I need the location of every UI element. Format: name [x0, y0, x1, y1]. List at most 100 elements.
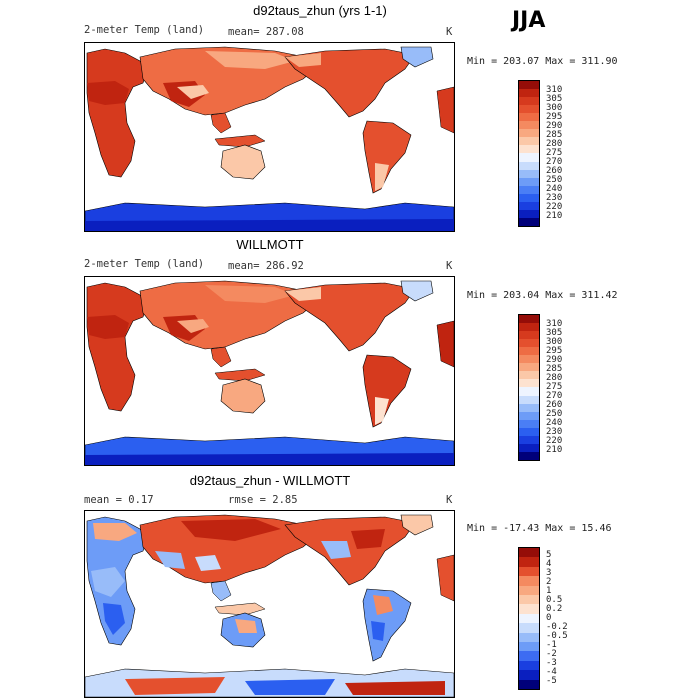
colorbar-swatch: [519, 443, 539, 452]
panel3-land-antarctica-cool: [245, 679, 335, 695]
panel2-units: K: [446, 260, 453, 272]
colorbar-swatch: [519, 113, 539, 122]
panel3-land-indonesia: [214, 602, 266, 616]
panel2-land-south-america: [362, 354, 412, 428]
panel3-land-north-america-cool: [321, 541, 351, 559]
panel2-cb-label: 305: [546, 328, 563, 338]
panel1-map: [84, 42, 455, 232]
colorbar-swatch: [519, 153, 539, 162]
colorbar-swatch: [519, 604, 539, 614]
panel1-land-antarctica-interior: [85, 219, 454, 231]
panel3-colorbar-labels: 5 4 3 2 1 0.5 0.2 0 -0.2 -0.5 -1 -2 -3 -…: [546, 547, 596, 690]
panel2-cb-label: 270: [546, 391, 563, 401]
panel2-cb-label: 240: [546, 418, 563, 428]
panel3-cb-label: 4: [546, 559, 552, 569]
panel2-land-indonesia: [214, 368, 266, 382]
panel3-units: K: [446, 494, 453, 506]
colorbar-swatch: [519, 105, 539, 114]
colorbar-swatch: [519, 660, 539, 671]
colorbar-swatch: [519, 387, 539, 396]
panel3-cb-label: -5: [546, 676, 557, 686]
panel3-cb-label: 0.2: [546, 604, 563, 614]
panel1-land-australia: [220, 144, 266, 180]
colorbar-swatch: [519, 557, 539, 567]
colorbar-swatch: [519, 651, 539, 661]
colorbar-swatch: [519, 97, 539, 106]
colorbar-swatch: [519, 355, 539, 364]
panel1-map-plot: [85, 46, 454, 231]
panel3-cb-label: -2: [546, 649, 557, 659]
panel1-land-europe-east-edge: [436, 86, 454, 134]
colorbar-swatch: [519, 201, 539, 210]
panel3-land-seasia: [210, 580, 232, 602]
panel3-land-africa-patch-a: [91, 567, 125, 597]
panel2-cb-label: 290: [546, 355, 563, 365]
colorbar-swatch: [519, 129, 539, 138]
panel2-land-europe-east-edge: [436, 320, 454, 368]
colorbar-swatch: [519, 121, 539, 130]
colorbar-swatch: [519, 209, 539, 218]
colorbar-swatch: [519, 670, 539, 680]
panel1-colorbar-labels: 310 305 300 295 290 285 280 275 270 260 …: [546, 80, 586, 227]
panel2-land-alaska: [285, 287, 321, 301]
panel3-land-antarctica-warm-b: [345, 681, 445, 695]
panel1-cb-label: 285: [546, 130, 563, 140]
panel2-cb-label: 260: [546, 400, 563, 410]
colorbar-swatch: [519, 585, 539, 595]
panel3-land-greenland: [400, 514, 434, 536]
colorbar-swatch: [519, 169, 539, 178]
colorbar-swatch: [519, 547, 539, 558]
panel3-land-north-america: [284, 516, 416, 586]
colorbar-swatch: [519, 80, 539, 89]
panel2-land-australia: [220, 378, 266, 414]
panel3-cb-label: -0.2: [546, 622, 568, 632]
panel3-land-north-america-hot: [351, 529, 385, 549]
panel2-land-greenland: [400, 280, 434, 302]
colorbar-swatch: [519, 641, 539, 652]
panel3-map: [84, 510, 455, 698]
panel2-map-plot: [85, 280, 454, 465]
panel3-map-plot: [85, 514, 454, 697]
panel2-cb-label: 210: [546, 445, 563, 455]
panel2-land-siberia: [205, 285, 295, 303]
panel3-land-australia-patch: [235, 619, 257, 633]
panel3-cb-label: 2: [546, 577, 552, 587]
colorbar-swatch: [519, 331, 539, 340]
colorbar-swatch: [519, 623, 539, 633]
panel3-cb-label: -4: [546, 667, 557, 677]
panel1-land-europe-africa: [86, 48, 148, 178]
panel1-cb-label: 275: [546, 148, 563, 158]
colorbar-swatch: [519, 435, 539, 444]
colorbar-swatch: [519, 427, 539, 436]
panel3-cb-label: 1: [546, 586, 552, 596]
panel1-cb-label: 250: [546, 175, 563, 185]
panel1-cb-label: 305: [546, 94, 563, 104]
panel1-cb-label: 230: [546, 193, 563, 203]
panel3-land-antarctica-warm: [125, 677, 225, 695]
colorbar-swatch: [519, 177, 539, 186]
colorbar-swatch: [519, 371, 539, 380]
panel3-cb-label: -1: [546, 640, 557, 650]
panel1-land-tibet: [177, 85, 209, 99]
panel3-land-asia-cool: [155, 551, 185, 569]
panel3-cb-label: 0.5: [546, 595, 563, 605]
colorbar-swatch: [519, 339, 539, 348]
panel3-rmse: rmse = 2.85: [228, 494, 298, 506]
colorbar-swatch: [519, 411, 539, 420]
panel1-title: d92taus_zhun (yrs 1-1): [253, 3, 387, 18]
colorbar-swatch: [519, 193, 539, 202]
colorbar-swatch: [519, 363, 539, 372]
panel1-land-siberia: [205, 51, 295, 69]
panel2-cb-label: 250: [546, 409, 563, 419]
panel3-land-europe-warm: [93, 523, 137, 541]
panel2-mean: mean= 286.92: [228, 260, 304, 272]
panel3-land-africa-patch-b: [103, 603, 125, 635]
panel2-cb-label: 280: [546, 373, 563, 383]
panel1-cb-label: 295: [546, 112, 563, 122]
colorbar-swatch: [519, 403, 539, 412]
panel1-cb-label: 300: [546, 103, 563, 113]
panel2-minmax: Min = 203.04 Max = 311.42: [467, 290, 618, 301]
panel3-land-south-america: [362, 588, 412, 662]
colorbar-swatch: [519, 347, 539, 356]
panel1-land-north-america: [284, 48, 416, 118]
